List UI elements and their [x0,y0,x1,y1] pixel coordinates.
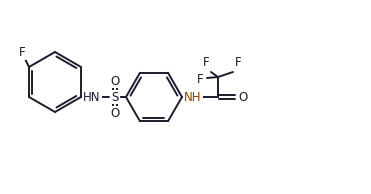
Text: NH: NH [184,90,202,104]
Text: O: O [110,107,119,120]
Text: O: O [238,90,247,104]
Text: F: F [203,55,209,68]
Text: F: F [197,73,203,86]
Text: O: O [110,74,119,87]
Text: HN: HN [83,90,101,104]
Text: F: F [19,47,25,60]
Text: F: F [235,55,241,68]
Text: S: S [111,90,119,104]
